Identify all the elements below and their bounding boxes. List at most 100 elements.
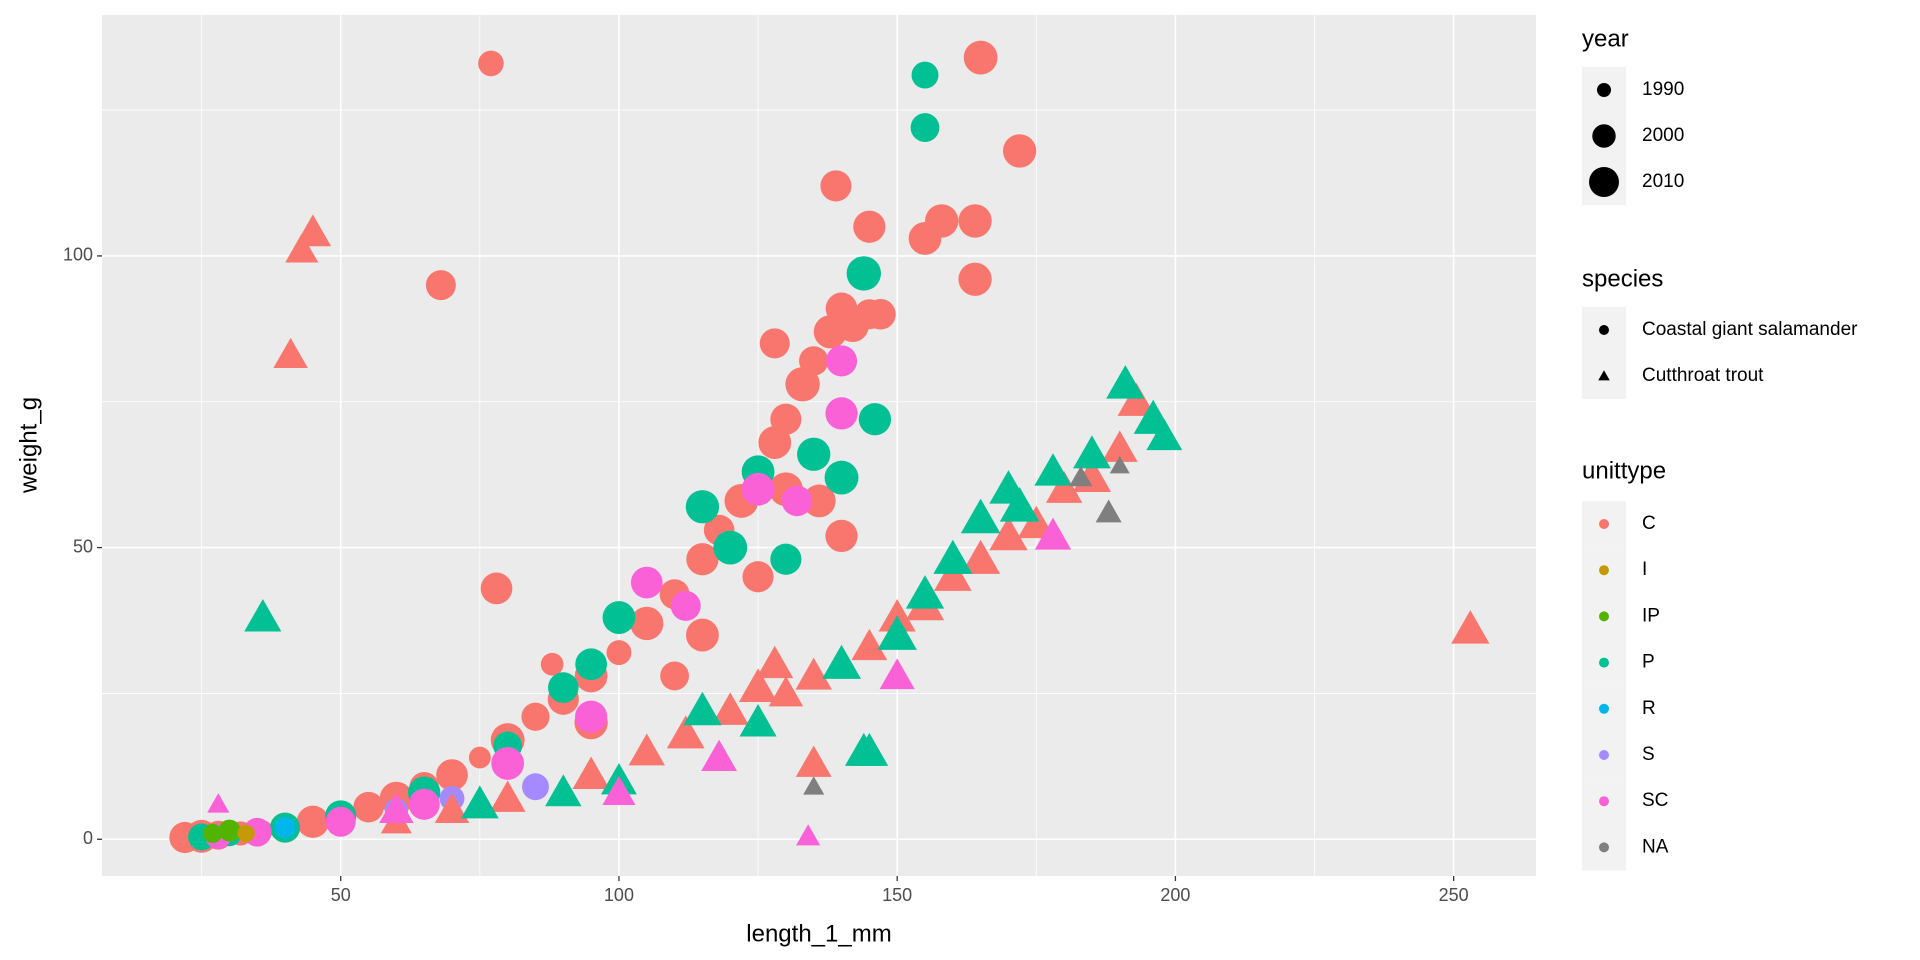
point <box>825 519 858 553</box>
legend-symbol <box>1599 703 1609 714</box>
point <box>910 113 940 142</box>
x-tick-label: 100 <box>604 885 634 905</box>
point <box>795 745 832 777</box>
legend-symbol <box>1589 167 1619 197</box>
point <box>958 204 992 238</box>
point <box>701 739 738 772</box>
legend-label: P <box>1642 652 1655 673</box>
point <box>961 539 1001 574</box>
point <box>713 530 748 565</box>
point <box>540 652 564 676</box>
point <box>739 704 777 737</box>
y-tick-label: 50 <box>73 536 93 556</box>
y-tick-label: 100 <box>63 245 93 265</box>
point <box>237 824 255 843</box>
point <box>960 498 1001 534</box>
point <box>797 437 831 471</box>
point <box>434 792 470 824</box>
point <box>851 628 888 661</box>
point <box>1073 435 1111 469</box>
point <box>630 606 664 641</box>
legend-title: year <box>1582 25 1629 52</box>
point <box>796 824 821 846</box>
point <box>325 806 356 837</box>
point <box>574 700 608 733</box>
point <box>572 756 610 789</box>
point <box>408 788 440 820</box>
point <box>660 661 689 691</box>
point <box>858 403 892 436</box>
point <box>545 774 582 807</box>
point <box>203 823 223 844</box>
x-tick-label: 150 <box>882 885 912 905</box>
point <box>1034 453 1072 486</box>
point <box>846 256 881 291</box>
point <box>738 668 778 702</box>
point <box>759 328 790 359</box>
point <box>825 345 858 377</box>
point <box>853 210 886 243</box>
legend-symbol <box>1599 750 1609 760</box>
point <box>802 484 836 518</box>
point <box>878 599 916 632</box>
point <box>958 262 992 296</box>
y-axis-title: weight_g <box>15 397 42 494</box>
point <box>844 732 883 766</box>
point <box>1034 517 1072 550</box>
point <box>218 819 241 842</box>
point <box>274 817 296 839</box>
point <box>911 61 939 89</box>
point <box>628 733 666 766</box>
legend-symbol <box>1599 842 1609 853</box>
point <box>1451 610 1490 644</box>
point <box>1017 505 1055 539</box>
point <box>606 640 632 666</box>
point <box>379 792 414 824</box>
point <box>799 346 829 376</box>
legend-symbol <box>1599 325 1609 335</box>
point <box>820 170 852 202</box>
legend-label: 2000 <box>1642 125 1684 146</box>
point <box>294 214 332 247</box>
point <box>296 805 330 838</box>
point <box>273 337 308 369</box>
point <box>666 715 705 749</box>
point <box>436 759 468 791</box>
point <box>521 702 550 731</box>
legend-title: species <box>1582 265 1663 292</box>
point <box>711 692 749 725</box>
legend-label: Coastal giant salamander <box>1642 319 1858 340</box>
point <box>686 618 719 652</box>
point <box>989 516 1028 551</box>
legend-label: C <box>1642 513 1656 534</box>
point <box>865 298 896 330</box>
x-tick-label: 250 <box>1439 885 1469 905</box>
point <box>630 566 663 599</box>
point <box>602 601 636 634</box>
point <box>756 645 794 679</box>
point <box>770 403 802 435</box>
point <box>824 460 859 495</box>
legend-label: S <box>1642 744 1655 765</box>
point <box>999 486 1040 522</box>
legend-symbol <box>1597 83 1611 97</box>
point <box>933 557 972 591</box>
point <box>244 599 282 632</box>
x-tick-label: 200 <box>1160 885 1190 905</box>
legend-label: 2010 <box>1642 171 1684 192</box>
point <box>825 397 858 430</box>
point <box>933 539 973 574</box>
legend-label: SC <box>1642 790 1668 811</box>
legend-label: 1990 <box>1642 79 1684 100</box>
x-axis-title: length_1_mm <box>746 920 891 947</box>
point <box>460 785 499 819</box>
point <box>905 575 945 609</box>
point <box>686 543 719 576</box>
point <box>1069 465 1093 487</box>
point <box>741 472 775 506</box>
point <box>575 648 607 681</box>
point <box>879 658 915 690</box>
point <box>803 776 825 795</box>
point <box>785 367 820 402</box>
